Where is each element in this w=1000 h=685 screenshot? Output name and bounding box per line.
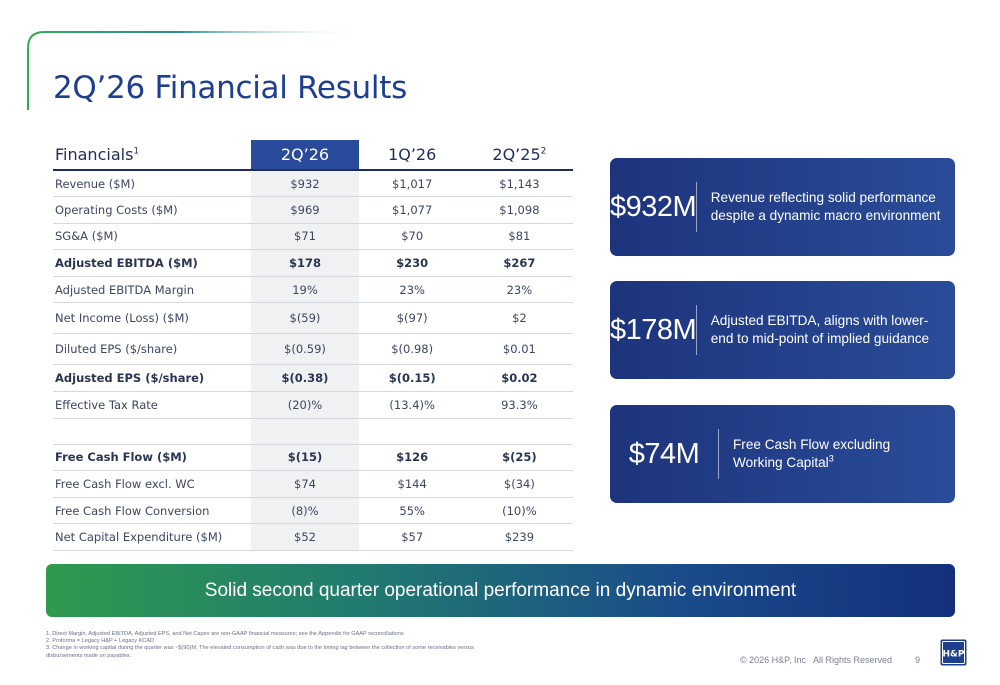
cell-2q25: (10)%	[465, 497, 573, 525]
table-row: Effective Tax Rate (20)% (13.4)% 93.3%	[53, 391, 573, 419]
cell-1q26: $1,077	[358, 196, 466, 224]
kpi-value: $932M	[610, 190, 697, 223]
cell-2q26: 19%	[251, 276, 359, 304]
copyright-text: © 2026 H&P, Inc All Rights Reserved	[740, 655, 893, 665]
table-row: Free Cash Flow ($M) $(15) $126 $(25)	[53, 444, 573, 472]
cell-1q26: $230	[358, 249, 466, 277]
row-label: Free Cash Flow Conversion	[53, 497, 252, 525]
page-title: 2Q’26 Financial Results	[53, 70, 407, 106]
table-header-row: Financials1 2Q’26 1Q’26 2Q’252	[53, 140, 573, 171]
cell-2q25: $81	[465, 223, 573, 251]
footnote-2: 2. Proforma = Legacy H&P + Legacy KCAD	[46, 638, 155, 645]
table-row: SG&A ($M) $71 $70 $81	[53, 223, 573, 251]
cell-2q25: $2	[465, 302, 573, 335]
table-row: Operating Costs ($M) $969 $1,077 $1,098	[53, 196, 573, 224]
row-label: Net Capital Expenditure ($M)	[53, 523, 252, 552]
kpi-description: Adjusted EBITDA, aligns with lower-end t…	[710, 313, 930, 346]
row-label: SG&A ($M)	[53, 223, 252, 251]
table-row: Adjusted EBITDA Margin 19% 23% 23%	[53, 276, 573, 304]
kpi-card-revenue: $932M Revenue reflecting solid performan…	[610, 158, 955, 256]
header-financials: Financials1	[53, 140, 252, 171]
table-row: Free Cash Flow Conversion (8)% 55% (10)%	[53, 497, 573, 525]
table-row: Net Income (Loss) ($M) $(59) $(97) $2	[53, 302, 573, 335]
cell-2q26: (8)%	[251, 497, 359, 525]
table-row: Net Capital Expenditure ($M) $52 $57 $23…	[53, 523, 573, 552]
table-row: Free Cash Flow excl. WC $74 $144 $(34)	[53, 470, 573, 498]
row-label: Free Cash Flow ($M)	[53, 444, 252, 472]
table-row: Revenue ($M) $932 $1,017 $1,143	[53, 170, 573, 198]
header-1q26: 1Q’26	[358, 140, 466, 171]
cell-1q26: $126	[358, 444, 466, 472]
cell-2q25: $0.01	[465, 333, 573, 366]
cell-2q26: $(59)	[251, 302, 359, 335]
cell-1q26: $(0.15)	[358, 364, 466, 393]
financials-table: Financials1 2Q’26 1Q’26 2Q’252 Revenue (…	[53, 140, 573, 552]
cell-2q25: $1,098	[465, 196, 573, 224]
cell-2q26: (20)%	[251, 391, 359, 419]
cell-2q26: $932	[251, 170, 359, 198]
header-2q25: 2Q’252	[465, 140, 573, 171]
cell-2q25: $(25)	[465, 444, 573, 472]
cell-1q26: $144	[358, 470, 466, 498]
row-label: Adjusted EBITDA ($M)	[53, 249, 252, 277]
row-label: Revenue ($M)	[53, 170, 252, 198]
kpi-divider	[696, 305, 697, 355]
cell-1q26: 55%	[358, 497, 466, 525]
row-label: Net Income (Loss) ($M)	[53, 302, 252, 335]
cell-2q26: $74	[251, 470, 359, 498]
cell-1q26: $57	[358, 523, 466, 552]
table-row: Adjusted EPS ($/share) $(0.38) $(0.15) $…	[53, 364, 573, 393]
cell-2q26: $969	[251, 196, 359, 224]
cell-2q26: $178	[251, 249, 359, 277]
cell-1q26: $1,017	[358, 170, 466, 198]
summary-banner: Solid second quarter operational perform…	[46, 564, 955, 617]
kpi-divider	[718, 429, 719, 479]
kpi-description: Free Cash Flow excluding Working Capital…	[733, 437, 891, 470]
kpi-divider	[696, 182, 697, 232]
kpi-description: Revenue reflecting solid performance des…	[710, 190, 941, 223]
cell-2q25: $239	[465, 523, 573, 552]
cell-1q26: $70	[358, 223, 466, 251]
cell-2q25: $267	[465, 249, 573, 277]
cell-2q26: $71	[251, 223, 359, 251]
row-label: Effective Tax Rate	[53, 391, 252, 419]
kpi-card-adjusted-ebitda: $178M Adjusted EBITDA, aligns with lower…	[610, 281, 955, 379]
cell-2q25: 93.3%	[465, 391, 573, 419]
table-spacer-row	[53, 418, 573, 445]
cell-1q26: (13.4)%	[358, 391, 466, 419]
footnote-3: 3. Change in working capital during the …	[46, 645, 474, 659]
row-label: Adjusted EBITDA Margin	[53, 276, 252, 304]
row-label: Free Cash Flow excl. WC	[53, 470, 252, 498]
cell-2q25: $0.02	[465, 364, 573, 393]
cell-2q26: $(15)	[251, 444, 359, 472]
cell-1q26: $(97)	[358, 302, 466, 335]
cell-2q26: $(0.38)	[251, 364, 359, 393]
company-logo-icon: H&P	[940, 639, 967, 666]
kpi-card-free-cash-flow: $74M Free Cash Flow excluding Working Ca…	[610, 405, 955, 503]
cell-2q25: 23%	[465, 276, 573, 304]
header-2q26: 2Q’26	[251, 140, 359, 171]
table-row: Diluted EPS ($/share) $(0.59) $(0.98) $0…	[53, 333, 573, 366]
footnotes: 1. Direct Margin, Adjusted EBITDA, Adjus…	[46, 631, 486, 660]
row-label: Operating Costs ($M)	[53, 196, 252, 224]
logo-text: H&P	[943, 650, 965, 660]
cell-2q26: $52	[251, 523, 359, 552]
cell-1q26: 23%	[358, 276, 466, 304]
footnote-1: 1. Direct Margin, Adjusted EBITDA, Adjus…	[46, 631, 404, 637]
cell-2q25: $1,143	[465, 170, 573, 198]
row-label: Adjusted EPS ($/share)	[53, 364, 252, 393]
cell-2q25: $(34)	[465, 470, 573, 498]
table-row: Adjusted EBITDA ($M) $178 $230 $267	[53, 249, 573, 277]
page-number: 9	[915, 655, 921, 665]
row-label: Diluted EPS ($/share)	[53, 333, 252, 366]
cell-1q26: $(0.98)	[358, 333, 466, 366]
kpi-value: $178M	[610, 313, 697, 346]
cell-2q26: $(0.59)	[251, 333, 359, 366]
kpi-value: $74M	[628, 437, 700, 470]
